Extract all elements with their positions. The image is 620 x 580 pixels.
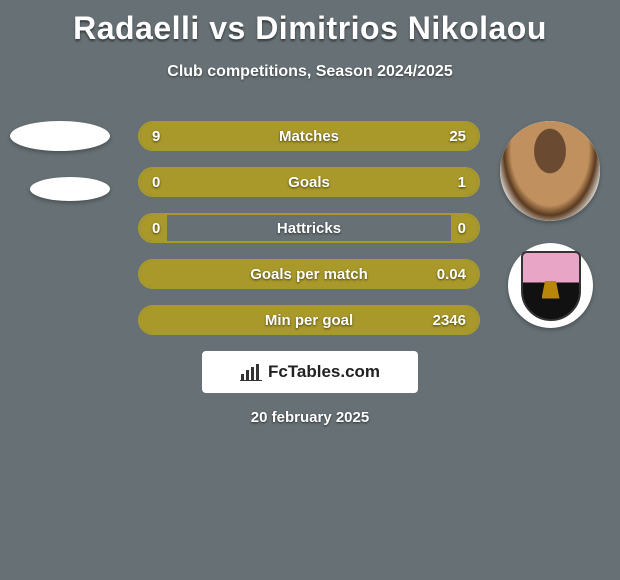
page-title: Radaelli vs Dimitrios Nikolaou bbox=[0, 0, 620, 47]
stat-value-right: 25 bbox=[449, 123, 466, 149]
page-subtitle: Club competitions, Season 2024/2025 bbox=[0, 63, 620, 81]
stat-value-right: 2346 bbox=[433, 307, 466, 333]
stat-label: Goals bbox=[140, 169, 478, 195]
stat-rows: 9 Matches 25 0 Goals 1 0 Hattricks 0 Goa… bbox=[138, 121, 480, 335]
stat-value-right: 1 bbox=[458, 169, 466, 195]
stat-label: Goals per match bbox=[140, 261, 478, 287]
bar-chart-icon bbox=[240, 363, 262, 381]
stat-label: Hattricks bbox=[140, 215, 478, 241]
stat-label: Min per goal bbox=[140, 307, 478, 333]
shield-icon bbox=[521, 251, 581, 321]
player-left-club-placeholder bbox=[30, 177, 110, 201]
player-right-avatars bbox=[500, 121, 600, 328]
player-left-photo-placeholder bbox=[10, 121, 110, 151]
stat-row-hattricks: 0 Hattricks 0 bbox=[138, 213, 480, 243]
stat-label: Matches bbox=[140, 123, 478, 149]
stat-row-goals: 0 Goals 1 bbox=[138, 167, 480, 197]
stat-value-right: 0 bbox=[458, 215, 466, 241]
date-text: 20 february 2025 bbox=[0, 409, 620, 426]
stat-row-goals-per-match: Goals per match 0.04 bbox=[138, 259, 480, 289]
face-icon bbox=[500, 121, 600, 221]
brand-box: FcTables.com bbox=[202, 351, 418, 393]
player-left-avatars bbox=[10, 121, 110, 201]
stat-value-right: 0.04 bbox=[437, 261, 466, 287]
comparison-area: 9 Matches 25 0 Goals 1 0 Hattricks 0 Goa… bbox=[0, 121, 620, 426]
stat-row-min-per-goal: Min per goal 2346 bbox=[138, 305, 480, 335]
brand-text: FcTables.com bbox=[268, 362, 380, 382]
stat-row-matches: 9 Matches 25 bbox=[138, 121, 480, 151]
player-right-club-badge bbox=[508, 243, 593, 328]
player-right-photo bbox=[500, 121, 600, 221]
